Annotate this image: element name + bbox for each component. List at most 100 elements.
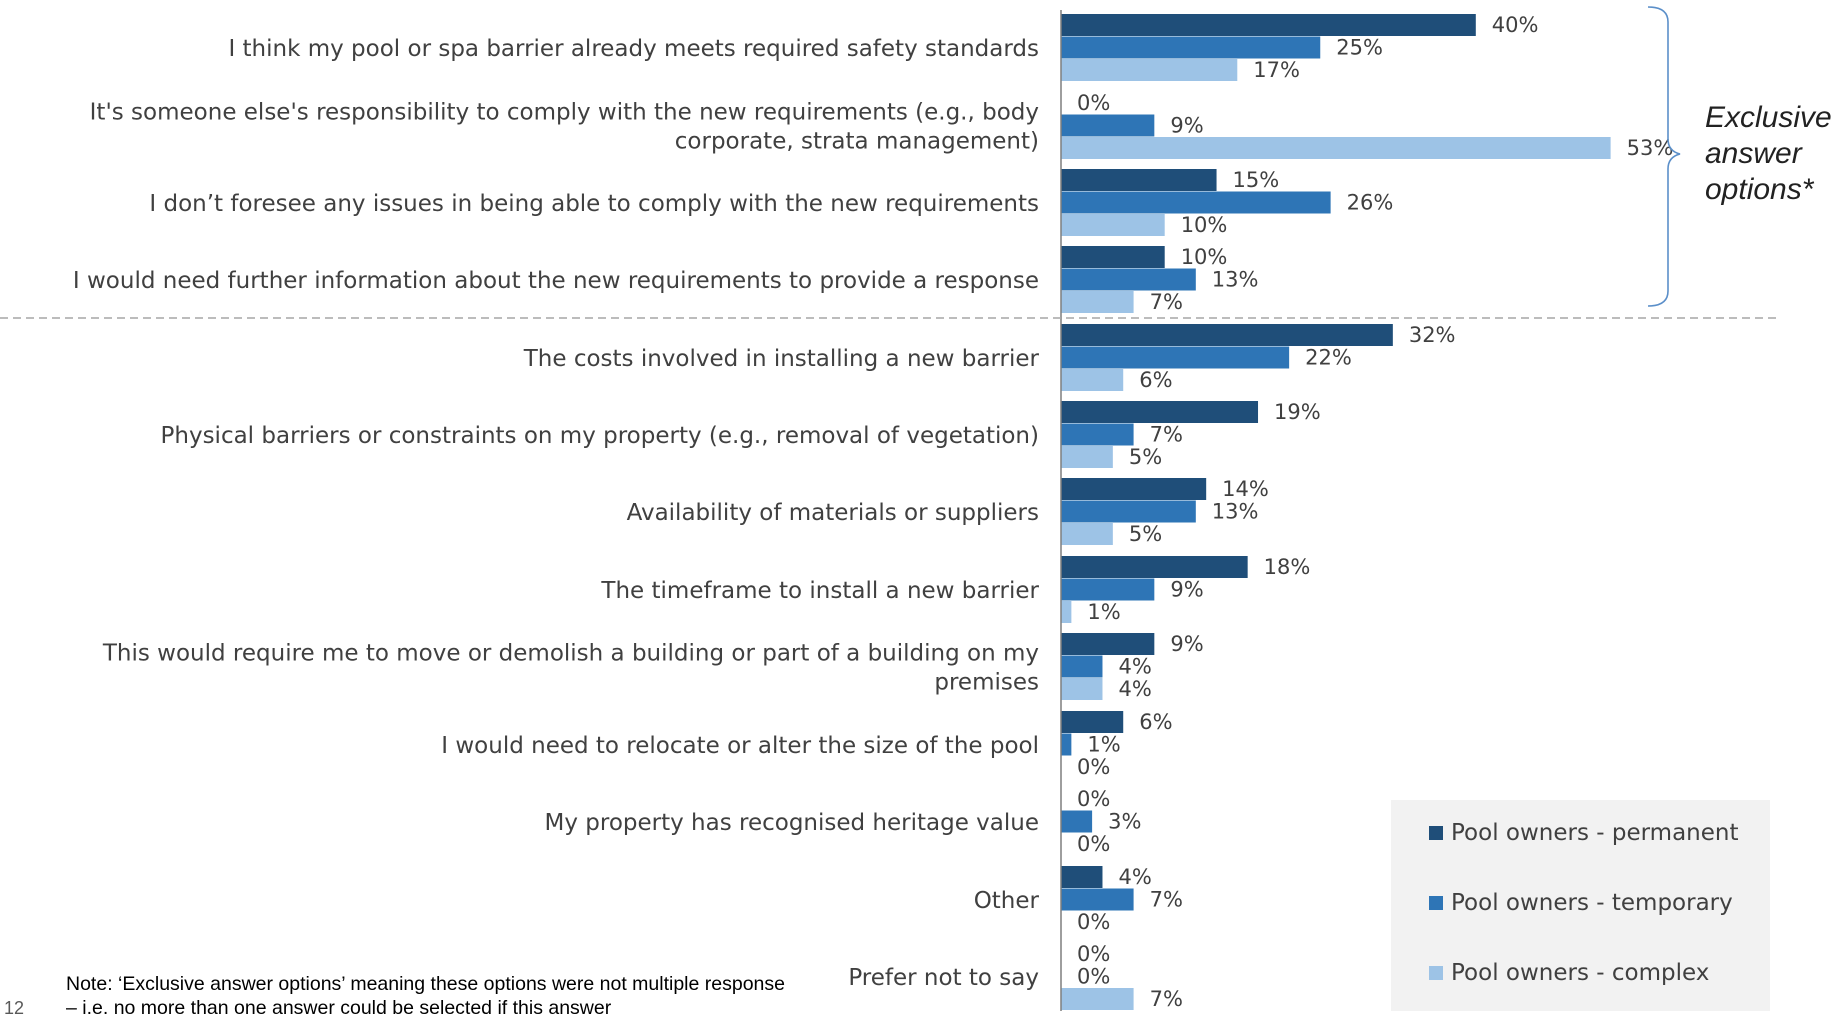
- bars: [1061, 14, 1611, 1010]
- category-label: I would need to relocate or alter the si…: [441, 733, 1039, 759]
- category-label-line: This would require me to move or demolis…: [102, 640, 1039, 666]
- category-label-line: My property has recognised heritage valu…: [545, 810, 1040, 836]
- exclusive-bracket: [1647, 6, 1681, 307]
- bar-pool-owners-temporary: [1061, 655, 1103, 678]
- data-label: 9%: [1170, 578, 1203, 602]
- category-label-line: I think my pool or spa barrier already m…: [228, 36, 1039, 62]
- bar-pool-owners-permanent: [1061, 324, 1393, 346]
- data-label: 4%: [1118, 655, 1151, 679]
- category-label: I don’t foresee any issues in being able…: [149, 191, 1039, 217]
- data-label: 0%: [1077, 965, 1110, 989]
- data-label: 7%: [1150, 987, 1183, 1011]
- value-labels: 40%25%17%0%9%53%15%26%10%10%13%7%32%22%6…: [1077, 13, 1673, 1011]
- data-label: 32%: [1409, 323, 1456, 347]
- data-label: 5%: [1129, 445, 1162, 469]
- category-label-line: I would need further information about t…: [73, 268, 1039, 294]
- page-number: 12: [4, 998, 25, 1018]
- data-label: 6%: [1139, 368, 1172, 392]
- data-label: 10%: [1181, 245, 1228, 269]
- legend-item-temporary: Pool owners - temporary: [1429, 890, 1733, 916]
- legend: Pool owners - permanent Pool owners - te…: [1391, 800, 1770, 1011]
- bar-pool-owners-complex: [1061, 214, 1165, 236]
- bar-pool-owners-temporary: [1061, 423, 1134, 446]
- data-label: 14%: [1222, 477, 1269, 501]
- bar-pool-owners-temporary: [1061, 888, 1134, 911]
- legend-item-complex: Pool owners - complex: [1429, 960, 1709, 986]
- data-label: 10%: [1181, 213, 1228, 237]
- bar-pool-owners-complex: [1061, 523, 1113, 545]
- category-label-line: Availability of materials or suppliers: [627, 500, 1039, 526]
- legend-item-permanent: Pool owners - permanent: [1429, 820, 1739, 846]
- data-label: 0%: [1077, 910, 1110, 934]
- bar-pool-owners-complex: [1061, 369, 1124, 391]
- category-label-line: I would need to relocate or alter the si…: [441, 733, 1039, 759]
- data-label: 7%: [1150, 290, 1183, 314]
- bar-pool-owners-temporary: [1061, 733, 1072, 756]
- bar-pool-owners-complex: [1061, 291, 1134, 313]
- data-label: 40%: [1492, 13, 1539, 37]
- exclusive-label-line: answer: [1705, 137, 1803, 170]
- data-label: 0%: [1077, 755, 1110, 779]
- category-label-line: Physical barriers or constraints on my p…: [161, 423, 1039, 449]
- legend-swatch-complex: [1429, 966, 1443, 980]
- data-label: 4%: [1118, 677, 1151, 701]
- data-label: 26%: [1347, 191, 1394, 215]
- data-label: 0%: [1077, 832, 1110, 856]
- category-label: I would need further information about t…: [73, 268, 1039, 294]
- bar-pool-owners-complex: [1061, 137, 1611, 159]
- category-label: It's someone else's responsibility to co…: [90, 99, 1039, 154]
- bar-pool-owners-complex: [1061, 59, 1238, 81]
- data-label: 18%: [1264, 555, 1311, 579]
- bar-pool-owners-complex: [1061, 446, 1113, 468]
- footnote: Note: ‘Exclusive answer options’ meaning…: [66, 973, 785, 1019]
- category-label-line: I don’t foresee any issues in being able…: [149, 191, 1039, 217]
- category-label: Availability of materials or suppliers: [627, 500, 1039, 526]
- bar-pool-owners-temporary: [1061, 578, 1155, 601]
- bar-pool-owners-temporary: [1061, 36, 1321, 59]
- data-label: 0%: [1077, 942, 1110, 966]
- data-label: 13%: [1212, 268, 1259, 292]
- data-label: 9%: [1170, 114, 1203, 138]
- bar-pool-owners-permanent: [1061, 633, 1155, 655]
- exclusive-label-line: Exclusive: [1705, 101, 1832, 134]
- bar-pool-owners-temporary: [1061, 500, 1196, 523]
- bar-pool-owners-temporary: [1061, 191, 1331, 214]
- bar-pool-owners-temporary: [1061, 346, 1290, 369]
- legend-label: Pool owners - complex: [1451, 960, 1710, 986]
- bar-pool-owners-temporary: [1061, 268, 1196, 291]
- legend-label: Pool owners - temporary: [1451, 890, 1733, 916]
- category-label: Prefer not to say: [848, 965, 1039, 991]
- category-label-line: Other: [974, 888, 1040, 914]
- category-label: I think my pool or spa barrier already m…: [228, 36, 1039, 62]
- data-label: 53%: [1627, 136, 1674, 160]
- category-label: This would require me to move or demolis…: [102, 640, 1039, 695]
- data-label: 6%: [1139, 710, 1172, 734]
- data-label: 3%: [1108, 810, 1141, 834]
- category-label: My property has recognised heritage valu…: [545, 810, 1040, 836]
- data-label: 19%: [1274, 400, 1321, 424]
- bar-pool-owners-permanent: [1061, 711, 1124, 733]
- data-label: 25%: [1336, 36, 1383, 60]
- bar-pool-owners-temporary: [1061, 114, 1155, 137]
- category-label: The timeframe to install a new barrier: [600, 578, 1039, 604]
- data-label: 9%: [1170, 632, 1203, 656]
- legend-swatch-temporary: [1429, 896, 1443, 910]
- bar-pool-owners-permanent: [1061, 169, 1217, 191]
- data-label: 7%: [1150, 888, 1183, 912]
- bar-pool-owners-complex: [1061, 601, 1072, 623]
- category-label-line: The timeframe to install a new barrier: [600, 578, 1039, 604]
- bar-pool-owners-permanent: [1061, 866, 1103, 888]
- category-label: The costs involved in installing a new b…: [523, 346, 1040, 372]
- category-label-line: Prefer not to say: [848, 965, 1039, 991]
- category-labels: I think my pool or spa barrier already m…: [73, 36, 1040, 991]
- bar-pool-owners-temporary: [1061, 810, 1093, 833]
- bar-pool-owners-permanent: [1061, 14, 1476, 36]
- bar-pool-owners-permanent: [1061, 246, 1165, 268]
- category-label: Other: [974, 888, 1040, 914]
- data-label: 17%: [1253, 58, 1300, 82]
- bar-pool-owners-permanent: [1061, 478, 1207, 500]
- data-label: 1%: [1087, 733, 1120, 757]
- bar-pool-owners-complex: [1061, 678, 1103, 700]
- exclusive-label-line: options*: [1705, 173, 1815, 206]
